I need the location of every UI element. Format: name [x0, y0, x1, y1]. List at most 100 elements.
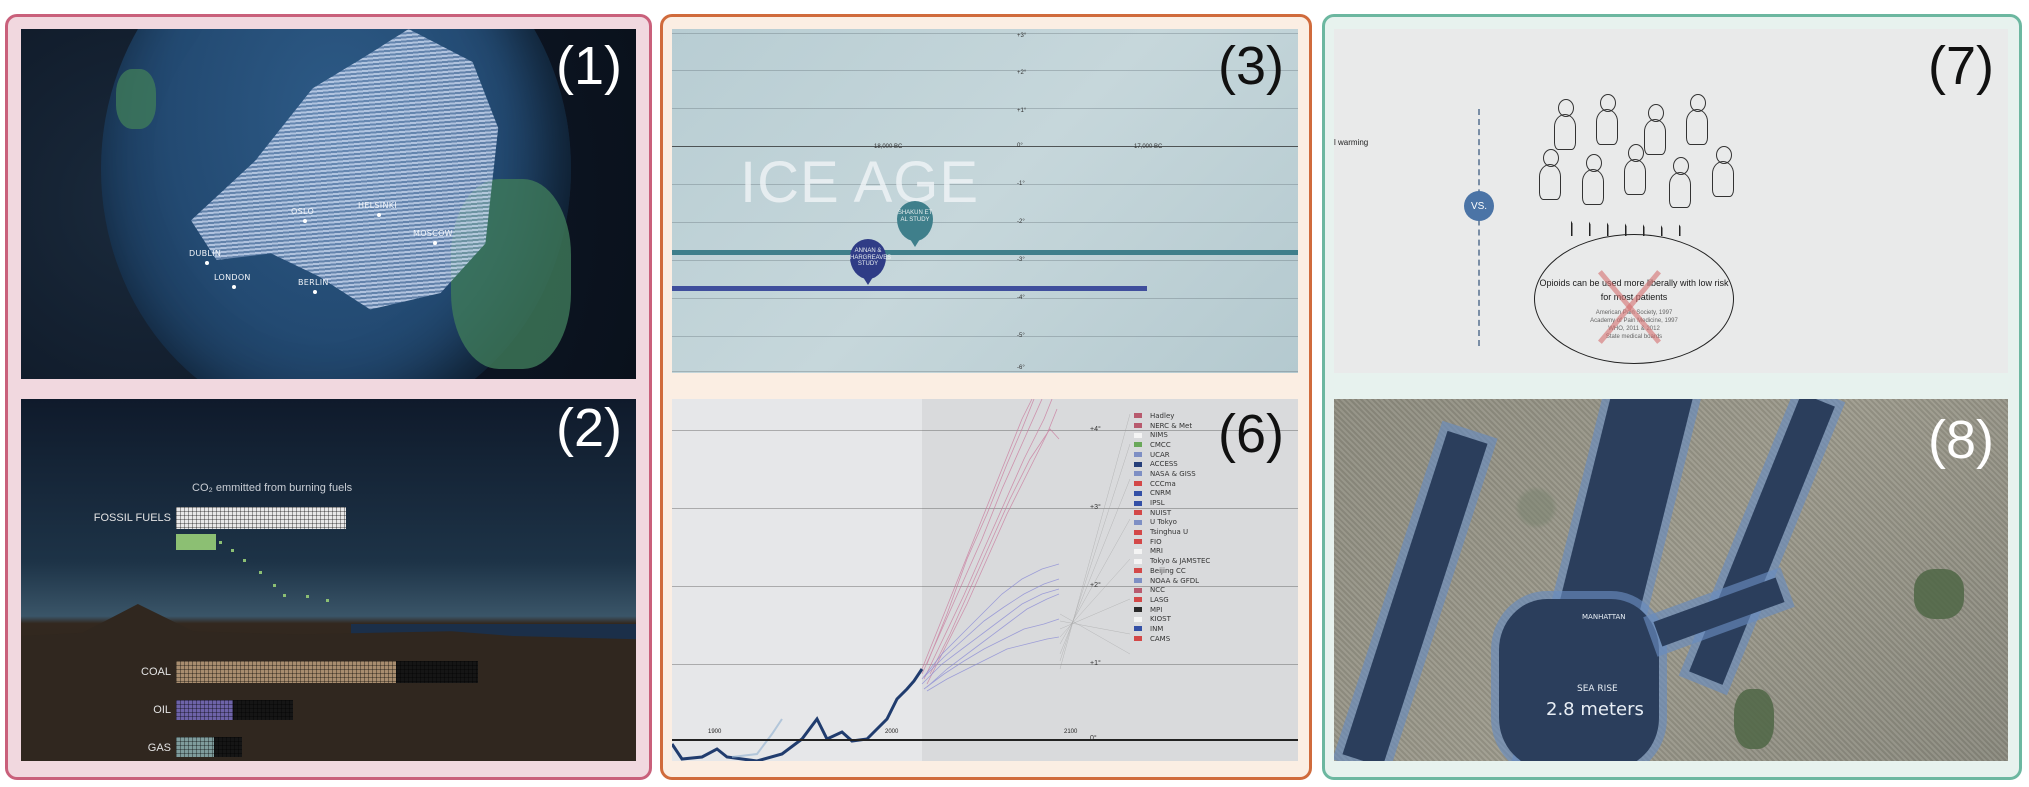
- legend-item: NERC & Met: [1134, 421, 1210, 431]
- x-axis: [672, 739, 1298, 741]
- legend-item: U Tokyo: [1134, 518, 1210, 528]
- gridline: [672, 298, 1298, 299]
- person-sketch: [1582, 154, 1604, 205]
- flag-icon: [1134, 558, 1142, 564]
- flag-icon: [1134, 452, 1142, 458]
- y-tick-label: 0°: [1090, 735, 1097, 742]
- flag-icon: [1134, 519, 1142, 525]
- vs-badge: VS.: [1464, 191, 1494, 221]
- x-tick-label: 2000: [885, 729, 899, 735]
- particle: [306, 595, 309, 598]
- flag-icon: [1134, 490, 1142, 496]
- flag-icon: [1134, 578, 1142, 584]
- person-sketch: [1644, 104, 1666, 155]
- flag-icon: [1134, 471, 1142, 477]
- gridline: [672, 260, 1298, 261]
- shakun-study-marker[interactable]: SHAKUN ET AL STUDY: [897, 201, 933, 247]
- legend-item: INM: [1134, 624, 1210, 634]
- oil-remaining-bar: [233, 700, 293, 720]
- gridline: [672, 508, 1298, 509]
- panel-number: (7): [1928, 36, 1994, 96]
- flag-icon: [1134, 432, 1142, 438]
- person-sketch: [1539, 149, 1561, 200]
- panel-6-climate-models-chart: +4° +3° +2° +1° 1900 2000 2100 0: [672, 399, 1298, 761]
- flag-icon: [1134, 481, 1142, 487]
- flag-icon: [1134, 616, 1142, 622]
- historical-temperature-line: [672, 668, 924, 761]
- annan-study-marker[interactable]: ANNAN & HARGREAVES STUDY: [850, 239, 891, 285]
- ice-age-title: ICE AGE: [740, 150, 980, 215]
- x-tick-label: 17,000 BC: [1134, 144, 1163, 150]
- gridline: [672, 70, 1298, 71]
- chart-title: CO₂ emmitted from burning fuels: [192, 482, 353, 494]
- coal-remaining-bar: [396, 661, 478, 683]
- city-label-helsinki: HELSINKI: [358, 201, 397, 217]
- row-label-coal: COAL: [141, 666, 171, 678]
- person-sketch: [1624, 144, 1646, 195]
- particle: [326, 599, 329, 602]
- y-tick-label: -5°: [1017, 333, 1025, 339]
- legend-item: NOAA & GFDL: [1134, 576, 1210, 586]
- gas-remaining-bar: [214, 737, 242, 757]
- y-tick-label: +4°: [1090, 426, 1101, 433]
- city-label-berlin: BERLIN: [298, 278, 329, 294]
- y-tick-label: -2°: [1017, 219, 1025, 225]
- particle: [283, 594, 286, 597]
- particle: [219, 541, 222, 544]
- panel-number: (1): [556, 36, 622, 96]
- co2-particles: [176, 534, 216, 550]
- panel-1-ice-sheet-globe: OSLO HELSINKI MOSCOW DUBLIN LONDON BERLI…: [21, 29, 636, 379]
- sea-rise-caption: SEA RISE: [1577, 684, 1618, 694]
- flag-icon: [1134, 548, 1142, 554]
- gas-bar: [176, 737, 214, 757]
- particle: [231, 549, 234, 552]
- flag-icon: [1134, 568, 1142, 574]
- upper-bay: [1499, 599, 1659, 761]
- zero-line: [672, 146, 1298, 147]
- y-tick-label: -3°: [1017, 257, 1025, 263]
- legend-item: Beijing CC: [1134, 566, 1210, 576]
- legend-item: Tokyo & JAMSTEC: [1134, 556, 1210, 566]
- gridline: [672, 184, 1298, 185]
- legend-item: NIMS: [1134, 430, 1210, 440]
- marker-label: ANNAN & HARGREAVES STUDY: [850, 248, 892, 268]
- y-tick-label: +2°: [1017, 70, 1027, 76]
- legend-item: IPSL: [1134, 498, 1210, 508]
- legend-item: CAMS: [1134, 634, 1210, 644]
- legend-item: CCCma: [1134, 479, 1210, 489]
- legend-item: Hadley: [1134, 411, 1210, 421]
- legend-item: NCC: [1134, 585, 1210, 595]
- x-tick-label: 2100: [1064, 729, 1078, 735]
- legend-item: NASA & GISS: [1134, 469, 1210, 479]
- person-sketch: [1712, 146, 1734, 197]
- park: [1734, 689, 1774, 749]
- person-sketch: [1669, 157, 1691, 208]
- legend-item: UCAR: [1134, 450, 1210, 460]
- y-tick-label: 0°: [1017, 143, 1023, 149]
- y-tick-label: +3°: [1090, 504, 1101, 511]
- model-legend: Hadley NERC & Met NIMS CMCC UCAR ACCESS …: [1134, 411, 1210, 644]
- side-text: l warming: [1334, 138, 1369, 147]
- land-mass: [116, 69, 156, 129]
- flag-icon: [1134, 587, 1142, 593]
- flag-icon: [1134, 423, 1142, 429]
- person-sketch: [1554, 99, 1576, 150]
- flag-icon: [1134, 607, 1142, 613]
- legend-item: FIO: [1134, 537, 1210, 547]
- legend-item: CNRM: [1134, 489, 1210, 499]
- legend-item: NUIST: [1134, 508, 1210, 518]
- flag-icon: [1134, 413, 1142, 419]
- fossil-fuels-bar: [176, 507, 346, 529]
- panel-2-fossil-fuels: CO₂ emmitted from burning fuels FOSSIL F…: [21, 399, 636, 761]
- gridline: [672, 222, 1298, 223]
- panel-number: (3): [1218, 36, 1284, 96]
- y-tick-label: +3°: [1017, 33, 1027, 39]
- shakun-series-line: [672, 250, 1298, 255]
- x-tick-label: 18,000 BC: [874, 144, 903, 150]
- particle: [243, 559, 246, 562]
- legend-item: LASG: [1134, 595, 1210, 605]
- flag-icon: [1134, 539, 1142, 545]
- flag-icon: [1134, 529, 1142, 535]
- flag-icon: [1134, 442, 1142, 448]
- flag-icon: [1134, 510, 1142, 516]
